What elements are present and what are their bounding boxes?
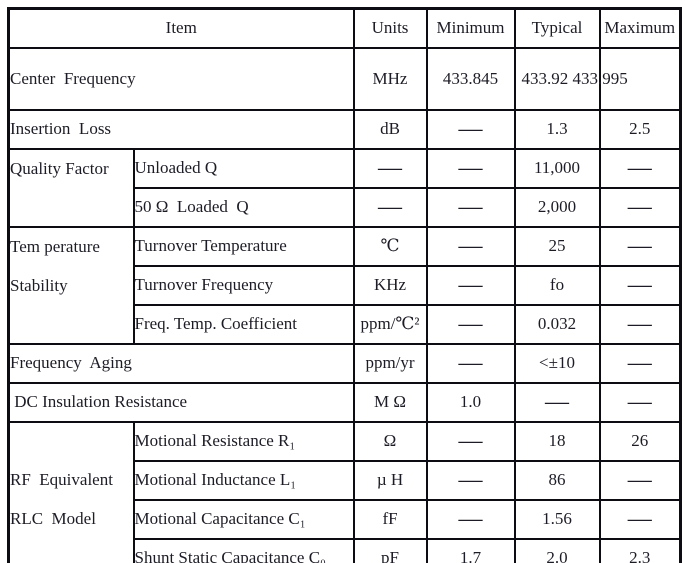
group-label-line1: RF Equivalent [10, 469, 113, 489]
typical-cell: 1.3 [513, 108, 601, 150]
group-label-line2: Stability [10, 276, 68, 295]
header-minimum: Minimum [425, 7, 516, 49]
typical-cell: fo [513, 264, 601, 306]
table-row-motional-inductance: Motional Inductance L₁ µ H — 86 — [9, 459, 682, 501]
item-cell: Turnover Frequency [132, 264, 355, 306]
units-cell: fF [352, 498, 428, 540]
table-row-loaded-q: 50 Ω Loaded Q — — 2,000 — [9, 186, 682, 228]
minimum-cell: — [425, 186, 516, 228]
table-row-center-frequency: Center Frequency MHz 433.845 433.92 433.… [7, 46, 682, 111]
overflow-value: 433.92 433.995 [521, 68, 628, 88]
typical-cell: — [513, 381, 601, 423]
group-label-line1: Tem perature [10, 237, 100, 256]
minimum-cell: — [425, 264, 516, 306]
maximum-cell: — [598, 381, 682, 423]
typical-cell: 433.92 433.995 [513, 46, 628, 111]
minimum-cell: — [425, 420, 516, 462]
table-row-shunt-static-capacitance: Shunt Static Capacitance C₀ pF 1.7 2.0 2… [9, 537, 682, 563]
units-cell: KHz [352, 264, 428, 306]
table-row-insertion-loss: Insertion Loss dB — 1.3 2.5 [7, 108, 682, 150]
maximum-cell: — [598, 264, 682, 306]
table-row-motional-capacitance: Motional Capacitance C₁ fF — 1.56 — [9, 498, 682, 540]
units-cell: — [352, 186, 428, 228]
units-cell: Ω [352, 420, 428, 462]
minimum-cell: — [425, 342, 516, 384]
maximum-cell: — [598, 225, 682, 267]
table-row-turnover-frequency: Turnover Frequency KHz — fo — [9, 264, 682, 306]
units-cell: dB [352, 108, 428, 150]
maximum-cell: 2.3 [598, 537, 682, 563]
group-label-line2: RLC Model [10, 508, 96, 528]
minimum-cell: 1.7 [425, 537, 516, 563]
item-cell: Freq. Temp. Coefficient [132, 303, 355, 345]
header-units: Units [352, 7, 428, 49]
typical-cell: 86 [513, 459, 601, 501]
maximum-cell: — [598, 186, 682, 228]
units-cell: MHz [352, 46, 428, 111]
group-cell-rf-equivalent-rlc-model: RF Equivalent RLC Model [7, 420, 135, 563]
spec-table: Item Units Minimum Typical Maximum Cente… [7, 7, 682, 563]
table-row-turnover-temperature: Tem perature Stability Turnover Temperat… [7, 225, 682, 345]
minimum-cell: — [425, 459, 516, 501]
header-maximum: Maximum [598, 7, 682, 49]
table-row-frequency-aging: Frequency Aging ppm/yr — <±10 — [7, 342, 682, 384]
item-cell: Center Frequency [7, 46, 355, 111]
typical-cell: 18 [513, 420, 601, 462]
item-cell: DC Insulation Resistance [7, 381, 355, 423]
item-cell: Unloaded Q [132, 147, 355, 189]
table-row-freq-temp-coefficient: Freq. Temp. Coefficient ppm/℃² — 0.032 — [9, 303, 682, 345]
typical-cell: 1.56 [513, 498, 601, 540]
maximum-cell: — [598, 303, 682, 345]
group-label: Quality Factor [10, 159, 109, 178]
item-cell: Motional Capacitance C₁ [132, 498, 355, 540]
typical-cell: 2,000 [513, 186, 601, 228]
table-row-unloaded-q: Quality Factor Unloaded Q — — 11,000 — [7, 147, 682, 228]
maximum-cell: — [598, 342, 682, 384]
minimum-cell: 1.0 [425, 381, 516, 423]
item-cell: Motional Inductance L₁ [132, 459, 355, 501]
item-cell: Turnover Temperature [132, 225, 355, 267]
maximum-cell [598, 46, 682, 111]
typical-cell: 2.0 [513, 537, 601, 563]
item-cell: 50 Ω Loaded Q [132, 186, 355, 228]
units-cell: — [352, 147, 428, 189]
minimum-cell: — [425, 108, 516, 150]
maximum-cell: 26 [598, 420, 682, 462]
table-row-dc-insulation-resistance: DC Insulation Resistance M Ω 1.0 — — [7, 381, 682, 423]
units-cell: ppm/yr [352, 342, 428, 384]
item-cell: Insertion Loss [7, 108, 355, 150]
minimum-cell: — [425, 225, 516, 267]
units-cell: pF [352, 537, 428, 563]
header-typical: Typical [513, 7, 601, 49]
typical-cell: <±10 [513, 342, 601, 384]
typical-cell: 11,000 [513, 147, 601, 189]
group-cell-temperature-stability: Tem perature Stability [7, 225, 135, 345]
units-cell: ℃ [352, 225, 428, 267]
units-cell: µ H [352, 459, 428, 501]
units-cell: ppm/℃² [352, 303, 428, 345]
item-cell: Motional Resistance R₁ [132, 420, 355, 462]
maximum-cell: 2.5 [598, 108, 682, 150]
group-cell-quality-factor: Quality Factor [7, 147, 135, 228]
maximum-cell: — [598, 147, 682, 189]
typical-cell: 0.032 [513, 303, 601, 345]
minimum-cell: — [425, 498, 516, 540]
maximum-cell: — [598, 498, 682, 540]
header-item: Item [7, 7, 355, 49]
units-cell: M Ω [352, 381, 428, 423]
minimum-cell: — [425, 147, 516, 189]
minimum-cell: 433.845 [425, 46, 516, 111]
item-cell: Shunt Static Capacitance C₀ [132, 537, 355, 563]
typical-cell: 25 [513, 225, 601, 267]
minimum-cell: — [425, 303, 516, 345]
item-cell: Frequency Aging [7, 342, 355, 384]
maximum-cell: — [598, 459, 682, 501]
table-row-motional-resistance: RF Equivalent RLC Model Motional Resista… [7, 420, 682, 563]
table-header-row: Item Units Minimum Typical Maximum [7, 7, 682, 49]
